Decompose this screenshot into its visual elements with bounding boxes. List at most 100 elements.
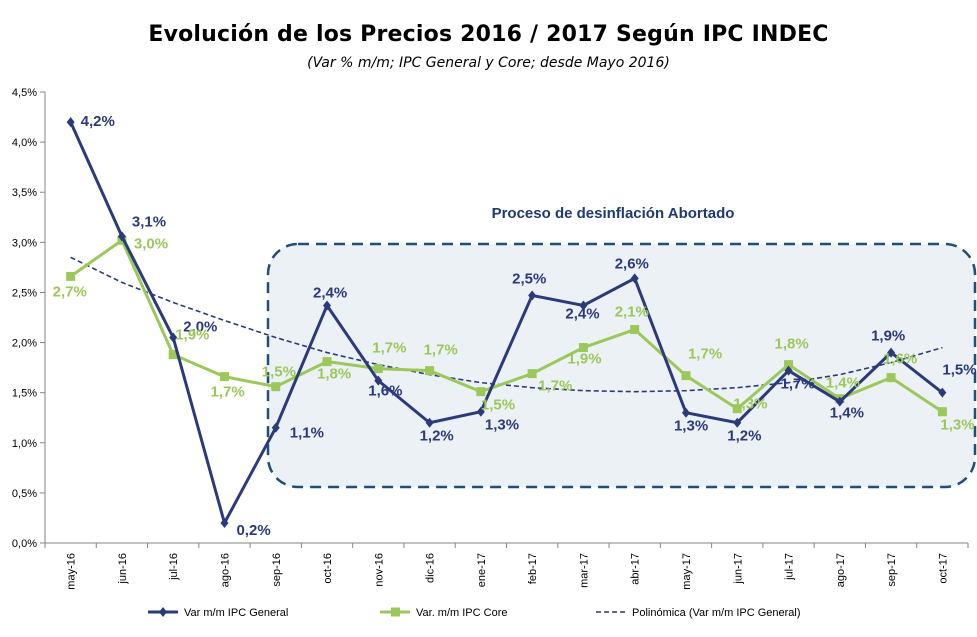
core-data-label: 1,4%	[826, 375, 860, 392]
general-data-label: 1,7%	[781, 376, 815, 393]
general-point	[630, 273, 639, 284]
general-point	[528, 290, 537, 301]
general-point	[476, 406, 485, 417]
general-point	[271, 422, 280, 433]
general-data-label: 1,5%	[942, 362, 976, 379]
y-tick-label: 2,0%	[12, 338, 37, 350]
general-data-label: 2,0%	[183, 319, 217, 336]
general-point	[835, 396, 844, 407]
x-tick-label: jul-16	[168, 553, 180, 581]
general-point	[887, 347, 896, 358]
core-data-label: 1,6%	[883, 351, 917, 368]
general-data-label: 2,4%	[565, 305, 599, 322]
core-point	[219, 372, 229, 382]
general-data-label: 1,2%	[727, 428, 761, 445]
x-tick-label: oct-16	[322, 553, 334, 584]
general-data-label: 1,1%	[290, 425, 324, 442]
x-tick-label: ene-17	[476, 553, 488, 587]
core-point	[937, 407, 947, 417]
general-data-label: 2,6%	[615, 255, 649, 272]
annotation-text: Proceso de desinflación Abortado	[492, 205, 735, 222]
core-point	[630, 325, 640, 335]
core-data-label: 1,7%	[688, 346, 722, 363]
core-point	[271, 382, 281, 392]
core-data-label: 1,7%	[210, 384, 244, 401]
x-tick-label: jun-16	[117, 553, 129, 585]
core-data-label: 1,9%	[567, 351, 601, 368]
general-point	[220, 517, 229, 528]
general-point	[169, 332, 178, 343]
chart-subtitle: (Var % m/m; IPC General y Core; desde Ma…	[307, 55, 670, 71]
general-data-label: 1,4%	[830, 405, 864, 422]
x-tick-label: feb-17	[527, 553, 539, 584]
core-data-label: 2,1%	[615, 304, 649, 321]
general-point	[681, 407, 690, 418]
general-point	[117, 231, 126, 242]
x-tick-label: dic-16	[425, 553, 437, 583]
general-series-line	[69, 121, 944, 527]
general-point	[374, 375, 383, 386]
legend-general-label: Var m/m IPC General	[184, 607, 288, 619]
core-point	[168, 350, 178, 360]
general-point	[323, 300, 332, 311]
general-data-label: 3,1%	[132, 213, 166, 230]
x-tick-label: jun-17	[732, 553, 744, 585]
x-tick-label: nov-16	[373, 553, 385, 587]
x-tick-label: sep-17	[886, 553, 898, 587]
general-point	[784, 365, 793, 376]
general-point	[938, 387, 947, 398]
y-tick-label: 1,0%	[12, 438, 37, 450]
core-series-line	[69, 238, 944, 413]
core-point	[476, 387, 486, 397]
core-point	[527, 369, 537, 379]
legend-core-marker	[391, 607, 400, 617]
general-data-label: 2,5%	[512, 270, 546, 287]
x-tick-label: oct-17	[937, 553, 949, 584]
y-tick-label: 0,5%	[12, 488, 37, 500]
core-data-label: 1,7%	[372, 340, 406, 357]
general-data-label: 1,9%	[871, 328, 905, 345]
y-tick-label: 0,0%	[12, 538, 37, 550]
x-tick-label: may-16	[66, 553, 78, 590]
general-data-label: 1,6%	[368, 383, 402, 400]
core-point	[886, 373, 896, 383]
core-data-label: 1,5%	[262, 364, 296, 381]
chart-title: Evolución de los Precios 2016 / 2017 Seg…	[148, 22, 829, 47]
general-point	[425, 417, 434, 428]
core-data-label: 1,7%	[538, 378, 572, 395]
y-tick-label: 3,5%	[12, 187, 37, 199]
x-tick-label: jul-17	[784, 553, 796, 581]
legend-trend-label: Polinómica (Var m/m IPC General)	[632, 607, 801, 619]
trend-line	[70, 256, 943, 393]
x-tick-label: may-17	[681, 553, 693, 590]
core-data-label: 1,9%	[175, 327, 209, 344]
annotation-box	[266, 242, 977, 489]
core-point	[425, 366, 435, 376]
general-point	[579, 300, 588, 311]
x-tick-label: ago-16	[219, 553, 231, 587]
y-tick-label: 4,5%	[12, 87, 37, 99]
general-data-label: 1,2%	[420, 428, 454, 445]
core-point	[681, 371, 691, 381]
core-data-label: 1,7%	[424, 342, 458, 359]
y-tick-label: 1,5%	[12, 388, 37, 400]
y-tick-label: 4,0%	[12, 137, 37, 149]
core-data-label: 1,5%	[481, 397, 515, 414]
x-tick-label: sep-16	[271, 553, 283, 587]
core-point	[732, 404, 742, 414]
core-point	[373, 364, 383, 374]
x-tick-label: mar-17	[578, 553, 590, 588]
core-data-label: 1,8%	[775, 336, 809, 353]
general-data-label: 2,4%	[313, 284, 347, 301]
x-tick-label: ago-17	[835, 553, 847, 587]
core-data-label: 3,0%	[134, 235, 168, 252]
x-tick-label: abr-17	[630, 553, 642, 585]
general-point	[733, 417, 742, 428]
core-point	[66, 271, 76, 281]
core-data-label: 1,8%	[317, 366, 351, 383]
general-data-label: 1,3%	[485, 417, 519, 434]
core-data-label: 1,3%	[940, 417, 974, 434]
general-data-label: 0,2%	[236, 522, 270, 539]
general-data-label: 1,3%	[674, 418, 708, 435]
